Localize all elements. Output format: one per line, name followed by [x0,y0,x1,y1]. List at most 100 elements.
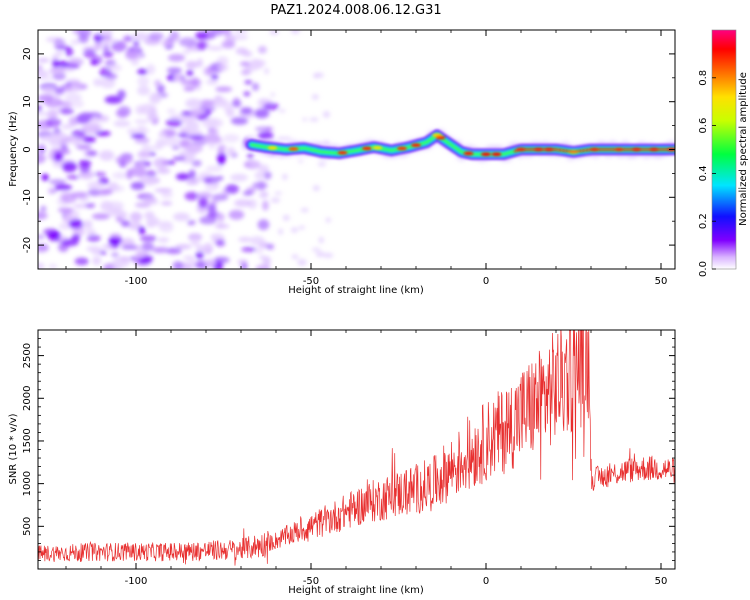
noise-blob [251,82,260,91]
noise-blob [52,72,66,81]
noise-blob [188,169,196,180]
noise-blob [38,75,54,81]
noise-blob [185,120,200,132]
noise-blob [221,40,236,49]
noise-blob [38,262,45,269]
noise-blob [157,237,170,243]
noise-blob [317,161,326,167]
noise-blob [235,47,248,55]
noise-blob [127,128,139,135]
noise-blob [185,143,203,153]
spectrogram-xlabel: Height of straight line (km) [288,285,424,296]
noise-blob [121,244,138,250]
noise-blob [42,228,59,235]
noise-blob [221,30,232,36]
snr-series-line [38,330,675,566]
noise-blob [137,85,151,96]
noise-blob [201,118,219,129]
noise-blob [226,146,236,157]
noise-blob [212,193,229,201]
noise-blob [47,186,55,196]
noise-blob [189,111,203,117]
y-tick-label: 1500 [22,428,33,453]
noise-blob [258,164,270,173]
noise-blob [134,119,150,124]
noise-blob [230,116,249,125]
noise-blob [87,181,105,190]
noise-blob [139,235,157,242]
noise-blob [143,176,156,187]
noise-blob [61,124,73,130]
spectrogram-heatmap [38,30,675,269]
noise-blob [269,30,279,36]
noise-blob [237,259,248,265]
noise-blob [260,99,266,103]
noise-blob [71,129,86,138]
colorbar-tick-label: 0.4 [698,165,709,181]
noise-blob [184,191,199,201]
ridge-hotspot [463,151,474,156]
ridge-hotspot [411,143,421,147]
x-tick-label: 0 [483,576,489,587]
noise-blob [311,94,319,100]
noise-blob [231,99,242,108]
snr-panel: -100 -50 0 50 500 1000 1500 2000 2500 Height of … [8,329,676,596]
noise-blob [277,136,284,141]
noise-blob [136,150,151,160]
noise-blob [165,247,182,255]
noise-blob [38,69,49,78]
colorbar-frame [711,29,737,270]
noise-blob [78,112,94,123]
noise-blob [197,191,213,200]
noise-blob [242,191,253,196]
noise-blob [38,211,48,220]
noise-blob [210,234,218,240]
noise-blob [131,60,139,66]
noise-blob [100,38,109,47]
noise-blob [129,166,147,177]
noise-blob [85,228,96,236]
noise-blob [108,64,122,72]
noise-blob [241,246,257,253]
noise-blob [117,89,126,100]
noise-blob [138,226,146,235]
noise-blob [195,251,204,259]
noise-blob [61,238,79,247]
noise-blob [40,205,47,212]
noise-blob [113,185,125,192]
y-tick-label: 0 [22,146,33,152]
noise-blob [325,217,332,223]
noise-blob [112,171,128,180]
x-tick-label: -100 [125,576,148,587]
noise-blob [102,244,115,250]
noise-blob [38,153,46,164]
noise-blob [86,234,101,243]
noise-blob [163,136,180,147]
noise-blob [234,199,252,208]
x-tick-label: -100 [125,276,148,287]
noise-blob [190,237,200,247]
noise-blob [130,133,146,138]
noise-blob [120,220,131,227]
noise-blob [209,200,219,205]
y-tick-label: 500 [22,517,33,536]
noise-blob [173,212,190,222]
noise-blob [117,109,129,118]
noise-blob [225,184,239,194]
noise-blob [166,67,182,74]
noise-blob [153,157,169,169]
noise-blob [228,209,245,220]
noise-blob [68,219,84,229]
noise-blob [172,261,184,269]
noise-blob [206,79,219,85]
noise-blob [240,69,250,76]
colorbar-tick-label: 0.2 [698,213,709,229]
noise-blob [244,80,253,85]
noise-blob [258,192,269,199]
noise-blob [266,243,275,250]
noise-blob [264,67,269,75]
noise-blob [74,257,89,266]
noise-blob [247,152,254,159]
noise-blob [208,140,216,150]
